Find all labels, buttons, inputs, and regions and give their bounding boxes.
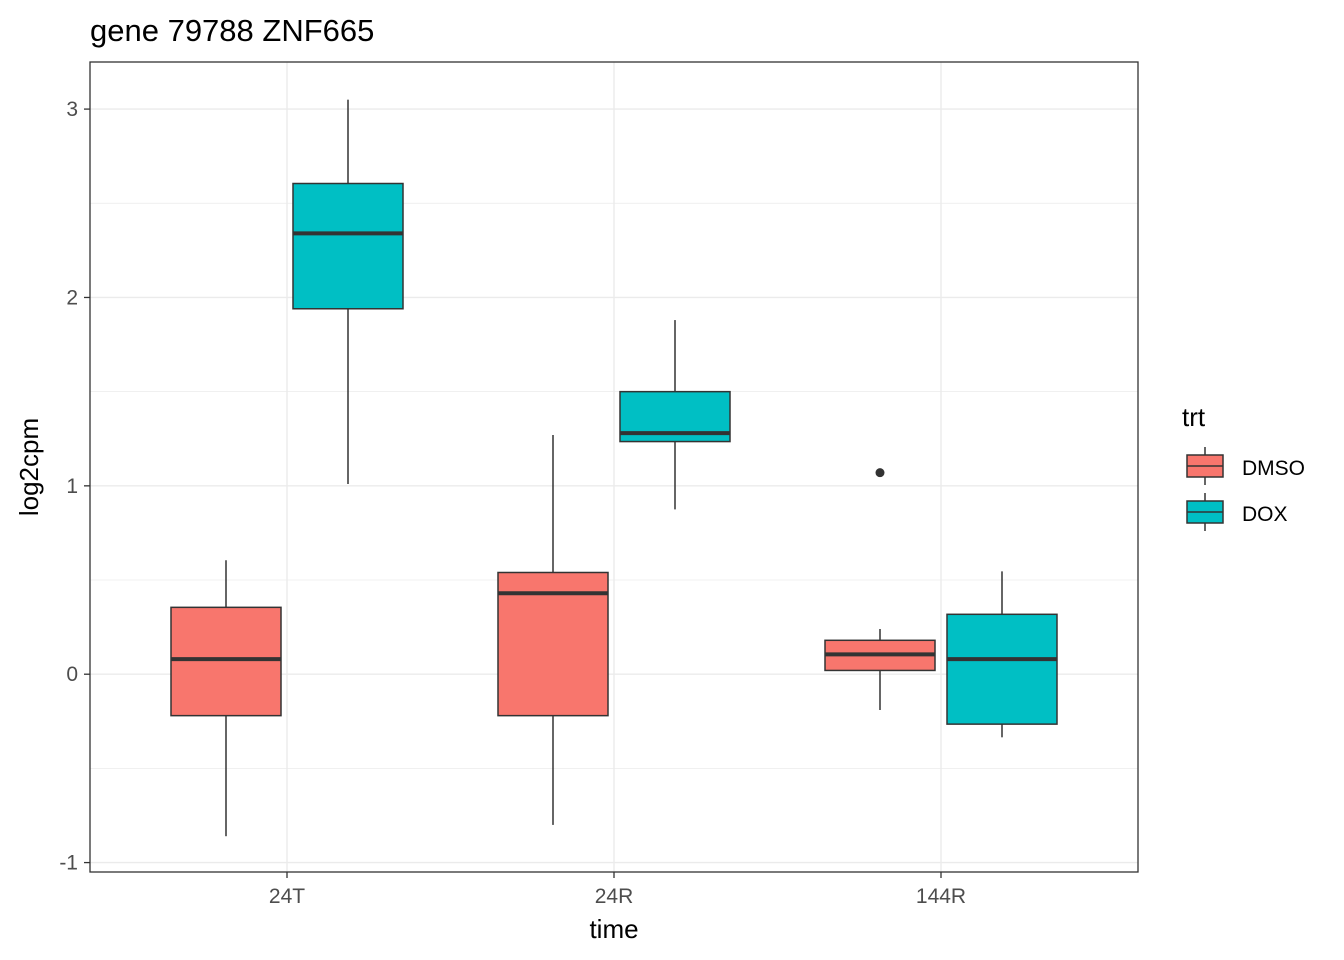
box-dox-24t xyxy=(292,182,404,310)
x-axis-label: time xyxy=(589,914,638,944)
boxes xyxy=(170,99,1058,837)
x-tick-label: 24R xyxy=(595,885,634,908)
y-axis-label: log2cpm xyxy=(14,418,44,516)
y-tick-label: 0 xyxy=(66,663,78,686)
legend-label: DOX xyxy=(1242,503,1288,526)
legend: trt DMSO DOX xyxy=(1182,402,1305,531)
x-tick-label: 24T xyxy=(269,885,305,908)
y-tick-label: 1 xyxy=(66,475,78,498)
outlier-point xyxy=(875,468,885,478)
legend-title: trt xyxy=(1182,402,1206,432)
y-tick-label: 3 xyxy=(66,98,78,121)
box-dmso-24r xyxy=(497,571,609,717)
y-tick-label: 2 xyxy=(66,286,78,309)
axes: -1 0 1 2 3 24T 24R 144R xyxy=(59,98,966,908)
grid xyxy=(90,62,1138,872)
legend-label: DMSO xyxy=(1242,457,1305,480)
chart-title: gene 79788 ZNF665 xyxy=(90,13,374,48)
box-dox-144r xyxy=(946,613,1058,725)
x-tick-label: 144R xyxy=(916,885,966,908)
y-tick-label: -1 xyxy=(59,852,78,875)
box-dmso-24t xyxy=(170,606,282,717)
